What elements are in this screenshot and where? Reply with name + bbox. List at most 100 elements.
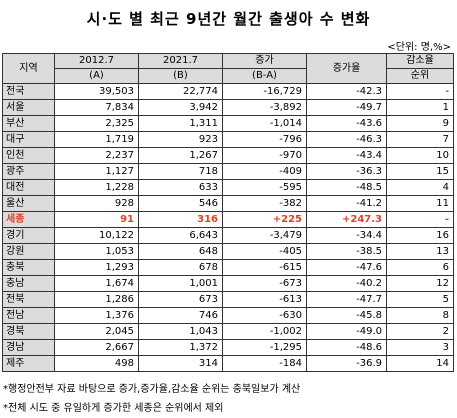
rank-cell: 9 bbox=[386, 115, 454, 132]
rank-cell: 5 bbox=[386, 291, 454, 308]
diff-cell: +225 bbox=[222, 211, 307, 228]
table-row: 경기 10,122 6,643 -3,479 -34.4 16 bbox=[2, 227, 454, 244]
unit-label: <단위: 명,%> bbox=[387, 42, 451, 53]
table-row: 강원 1,053 648 -405 -38.5 13 bbox=[2, 243, 454, 260]
value-2012-cell: 7,834 bbox=[54, 99, 139, 116]
table-row: 전북 1,286 673 -613 -47.7 5 bbox=[2, 291, 454, 308]
diff-cell: -630 bbox=[222, 307, 307, 324]
table-row: 서울 7,834 3,942 -3,892 -49.7 1 bbox=[2, 99, 454, 116]
rank-cell: 15 bbox=[386, 163, 454, 180]
table-row: 세종 91 316 +225 +247.3- bbox=[2, 211, 454, 228]
value-2021-cell: 678 bbox=[138, 259, 223, 276]
value-2021-cell: 1,043 bbox=[138, 323, 223, 340]
diff-cell: -1,295 bbox=[222, 339, 307, 356]
region-cell: 경남 bbox=[2, 339, 55, 356]
rate-cell: -43.6 bbox=[306, 115, 387, 132]
region-cell: 부산 bbox=[2, 115, 55, 132]
table-title: 시·도 별 최근 9년간 월간 출생아 수 변화 bbox=[86, 10, 371, 28]
table-row: 부산 2,325 1,311 -1,014 -43.6 9 bbox=[2, 115, 454, 132]
diff-cell: -382 bbox=[222, 195, 307, 212]
value-2012-cell: 2,045 bbox=[54, 323, 139, 340]
value-2012-cell: 1,674 bbox=[54, 275, 139, 292]
table-row: 제주 498 314 -184 -36.9 14 bbox=[2, 355, 454, 372]
rank-cell: 10 bbox=[386, 147, 454, 164]
value-2012-cell: 39,503 bbox=[54, 83, 139, 100]
rate-cell: -36.3 bbox=[306, 163, 387, 180]
value-2021-cell: 3,942 bbox=[138, 99, 223, 116]
value-2012-cell: 1,053 bbox=[54, 243, 139, 260]
rate-cell: -36.9 bbox=[306, 355, 387, 372]
diff-cell: -673 bbox=[222, 275, 307, 292]
table-row: 광주 1,127 718 -409 -36.3 15 bbox=[2, 163, 454, 180]
table-row: 울산 928 546 -382 -41.2 11 bbox=[2, 195, 454, 212]
rate-cell: -48.6 bbox=[306, 339, 387, 356]
rank-cell: 16 bbox=[386, 227, 454, 244]
value-2012-cell: 2,325 bbox=[54, 115, 139, 132]
rank-cell: 13 bbox=[386, 243, 454, 260]
value-2021-cell: 1,372 bbox=[138, 339, 223, 356]
rank-cell: 3 bbox=[386, 339, 454, 356]
diff-cell: -1,002 bbox=[222, 323, 307, 340]
footnote-exclusion: *전체 시도 중 유일하게 증가한 세종은 순위에서 제외 bbox=[3, 403, 224, 414]
header-2021: 2021.7 bbox=[138, 53, 223, 69]
diff-cell: -184 bbox=[222, 355, 307, 372]
footnote-source: *행정안전부 자료 바탕으로 증가,증가율,감소율 순위는 충북일보가 계산 bbox=[3, 384, 301, 395]
value-2021-cell: 22,774 bbox=[138, 83, 223, 100]
region-cell: 전남 bbox=[2, 307, 55, 324]
value-2021-cell: 1,311 bbox=[138, 115, 223, 132]
region-cell: 인천 bbox=[2, 147, 55, 164]
value-2012-cell: 1,719 bbox=[54, 131, 139, 148]
header-rank: 감소율 bbox=[386, 53, 454, 69]
rate-cell: -47.7 bbox=[306, 291, 387, 308]
value-2012-cell: 1,376 bbox=[54, 307, 139, 324]
rate-cell: -48.5 bbox=[306, 179, 387, 196]
region-cell: 전국 bbox=[2, 83, 55, 100]
table-body: 전국 39,503 22,774 -16,729 -42.3- 서울 7,834 3,942-… bbox=[2, 83, 454, 372]
value-2012-cell: 1,293 bbox=[54, 259, 139, 276]
table-row: 충북 1,293 678 -615 -47.6 6 bbox=[2, 259, 454, 276]
diff-cell: -16,729 bbox=[222, 83, 307, 100]
header-2012-sub: (A) bbox=[54, 68, 139, 84]
header-diff: 증가 bbox=[222, 53, 307, 69]
region-cell: 세종 bbox=[2, 211, 55, 228]
rank-cell: 11 bbox=[386, 195, 454, 212]
region-cell: 대전 bbox=[2, 179, 55, 196]
rate-cell: -43.4 bbox=[306, 147, 387, 164]
footnotes: *행정안전부 자료 바탕으로 증가,증가율,감소율 순위는 충북일보가 계산 *… bbox=[3, 380, 300, 418]
diff-cell: -3,892 bbox=[222, 99, 307, 116]
region-cell: 경기 bbox=[2, 227, 55, 244]
region-cell: 충북 bbox=[2, 259, 55, 276]
region-cell: 충남 bbox=[2, 275, 55, 292]
rate-cell: +247.3 bbox=[306, 211, 387, 228]
value-2021-cell: 314 bbox=[138, 355, 223, 372]
value-2021-cell: 746 bbox=[138, 307, 223, 324]
rank-cell: 6 bbox=[386, 259, 454, 276]
table-row: 대전 1,228 633 -595 -48.5 4 bbox=[2, 179, 454, 196]
value-2021-cell: 1,267 bbox=[138, 147, 223, 164]
rank-cell: 4 bbox=[386, 179, 454, 196]
region-cell: 광주 bbox=[2, 163, 55, 180]
region-cell: 대구 bbox=[2, 131, 55, 148]
rank-cell: 8 bbox=[386, 307, 454, 324]
table-row: 대구 1,719 923 -796 -46.3 7 bbox=[2, 131, 454, 148]
rank-cell: - bbox=[386, 211, 454, 228]
value-2021-cell: 648 bbox=[138, 243, 223, 260]
diff-cell: -3,479 bbox=[222, 227, 307, 244]
diff-cell: -1,014 bbox=[222, 115, 307, 132]
header-region: 지역 bbox=[2, 53, 55, 84]
diff-cell: -405 bbox=[222, 243, 307, 260]
value-2012-cell: 2,667 bbox=[54, 339, 139, 356]
value-2021-cell: 1,001 bbox=[138, 275, 223, 292]
region-cell: 강원 bbox=[2, 243, 55, 260]
diff-cell: -595 bbox=[222, 179, 307, 196]
value-2012-cell: 10,122 bbox=[54, 227, 139, 244]
header-2021-sub: (B) bbox=[138, 68, 223, 84]
rate-cell: -38.5 bbox=[306, 243, 387, 260]
value-2012-cell: 498 bbox=[54, 355, 139, 372]
birth-statistics-table: 지역 2012.7 2021.7 증가 증가율 감소율 (A) (B) (B-A… bbox=[2, 53, 454, 372]
value-2012-cell: 1,228 bbox=[54, 179, 139, 196]
diff-cell: -409 bbox=[222, 163, 307, 180]
region-cell: 전북 bbox=[2, 291, 55, 308]
rank-cell: - bbox=[386, 83, 454, 100]
value-2012-cell: 91 bbox=[54, 211, 139, 228]
